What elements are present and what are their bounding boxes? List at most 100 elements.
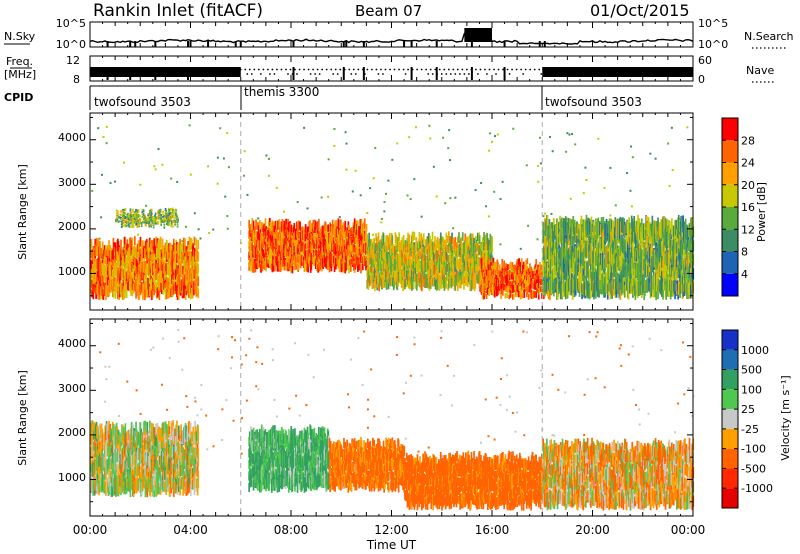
data-cell	[173, 219, 176, 221]
data-cell	[115, 214, 118, 217]
data-cell	[411, 258, 413, 268]
data-cell	[382, 246, 384, 259]
scatter-cell	[647, 412, 650, 415]
data-cell	[564, 251, 566, 264]
data-cell	[552, 218, 555, 232]
data-cell	[523, 279, 526, 288]
data-cell	[166, 219, 169, 221]
nave-dot	[375, 68, 378, 71]
data-cell	[90, 463, 92, 477]
scatter-cell	[261, 362, 264, 365]
data-cell	[687, 226, 689, 248]
nave-dot	[522, 73, 525, 75]
scatter-cell	[366, 408, 369, 411]
data-cell	[158, 209, 161, 212]
data-cell	[526, 265, 529, 272]
data-cell	[503, 275, 506, 283]
data-cell	[172, 209, 174, 211]
nave-dot	[287, 73, 289, 75]
scatter-cell	[402, 392, 405, 395]
data-cell	[569, 227, 572, 246]
scatter-cell	[415, 126, 418, 129]
data-cell	[510, 292, 513, 298]
nave-dot	[248, 68, 251, 71]
scatter-cell	[136, 233, 139, 236]
scatter-cell	[380, 217, 383, 220]
data-cell	[315, 236, 318, 242]
data-cell	[360, 218, 363, 227]
scatter-cell	[539, 162, 542, 165]
data-cell	[662, 242, 665, 264]
data-cell	[114, 289, 117, 299]
data-cell	[248, 224, 251, 234]
data-cell	[345, 262, 347, 272]
freq-band	[542, 67, 693, 77]
nave-dot	[465, 68, 468, 71]
data-cell	[316, 262, 318, 272]
scatter-cell	[603, 186, 606, 189]
scatter-cell	[232, 419, 235, 422]
data-cell	[120, 218, 123, 221]
data-cell	[309, 220, 311, 234]
data-cell	[554, 254, 556, 266]
scatter-cell	[348, 406, 351, 409]
nave-dot	[309, 73, 312, 75]
data-cell	[140, 222, 143, 224]
scatter-cell	[491, 140, 494, 143]
data-cell	[580, 235, 583, 253]
data-cell	[622, 257, 624, 274]
data-cell	[326, 252, 328, 263]
nave-dot	[407, 68, 409, 71]
colorbar-swatch	[722, 140, 738, 163]
scatter-cell	[496, 133, 499, 136]
nave-dot	[511, 68, 513, 71]
scatter-cell	[108, 365, 111, 368]
data-cell	[607, 220, 610, 234]
data-cell	[629, 230, 632, 248]
data-cell	[630, 241, 632, 253]
scatter-cell	[345, 168, 348, 171]
data-cell	[156, 222, 158, 224]
scatter-cell	[233, 339, 236, 342]
scatter-cell	[359, 194, 362, 197]
data-cell	[147, 217, 149, 220]
data-cell	[276, 262, 279, 272]
data-cell	[197, 288, 200, 299]
date-label: 01/Oct/2015	[590, 1, 690, 20]
data-cell	[659, 236, 661, 249]
nave-dot	[445, 73, 448, 75]
data-cell	[602, 216, 605, 233]
data-cell	[484, 291, 487, 297]
data-cell	[554, 242, 557, 257]
nave-dot	[502, 68, 504, 71]
data-cell	[648, 261, 651, 275]
scatter-cell	[166, 408, 169, 411]
data-cell	[511, 262, 514, 270]
scatter-cell	[522, 330, 525, 333]
data-cell	[455, 251, 458, 259]
data-cell	[638, 245, 641, 269]
nave-dot	[350, 73, 353, 75]
scatter-cell	[230, 356, 233, 359]
data-cell	[633, 216, 635, 229]
scatter-cell	[243, 150, 246, 153]
data-cell	[421, 269, 424, 282]
scatter-cell	[181, 240, 184, 243]
data-cell	[410, 276, 412, 284]
nave-dot	[524, 68, 527, 71]
data-cell	[122, 224, 125, 227]
nave-dot	[357, 68, 360, 71]
data-cell	[162, 218, 164, 221]
data-cell	[311, 222, 314, 232]
data-cell	[534, 275, 536, 280]
data-cell	[385, 268, 387, 283]
scatter-cell	[453, 374, 456, 377]
data-cell	[138, 226, 141, 228]
nave-dot	[484, 68, 486, 71]
scatter-cell	[510, 451, 513, 454]
data-cell	[533, 291, 536, 298]
data-cell	[121, 223, 124, 225]
data-cell	[552, 250, 555, 264]
data-cell	[432, 256, 434, 266]
